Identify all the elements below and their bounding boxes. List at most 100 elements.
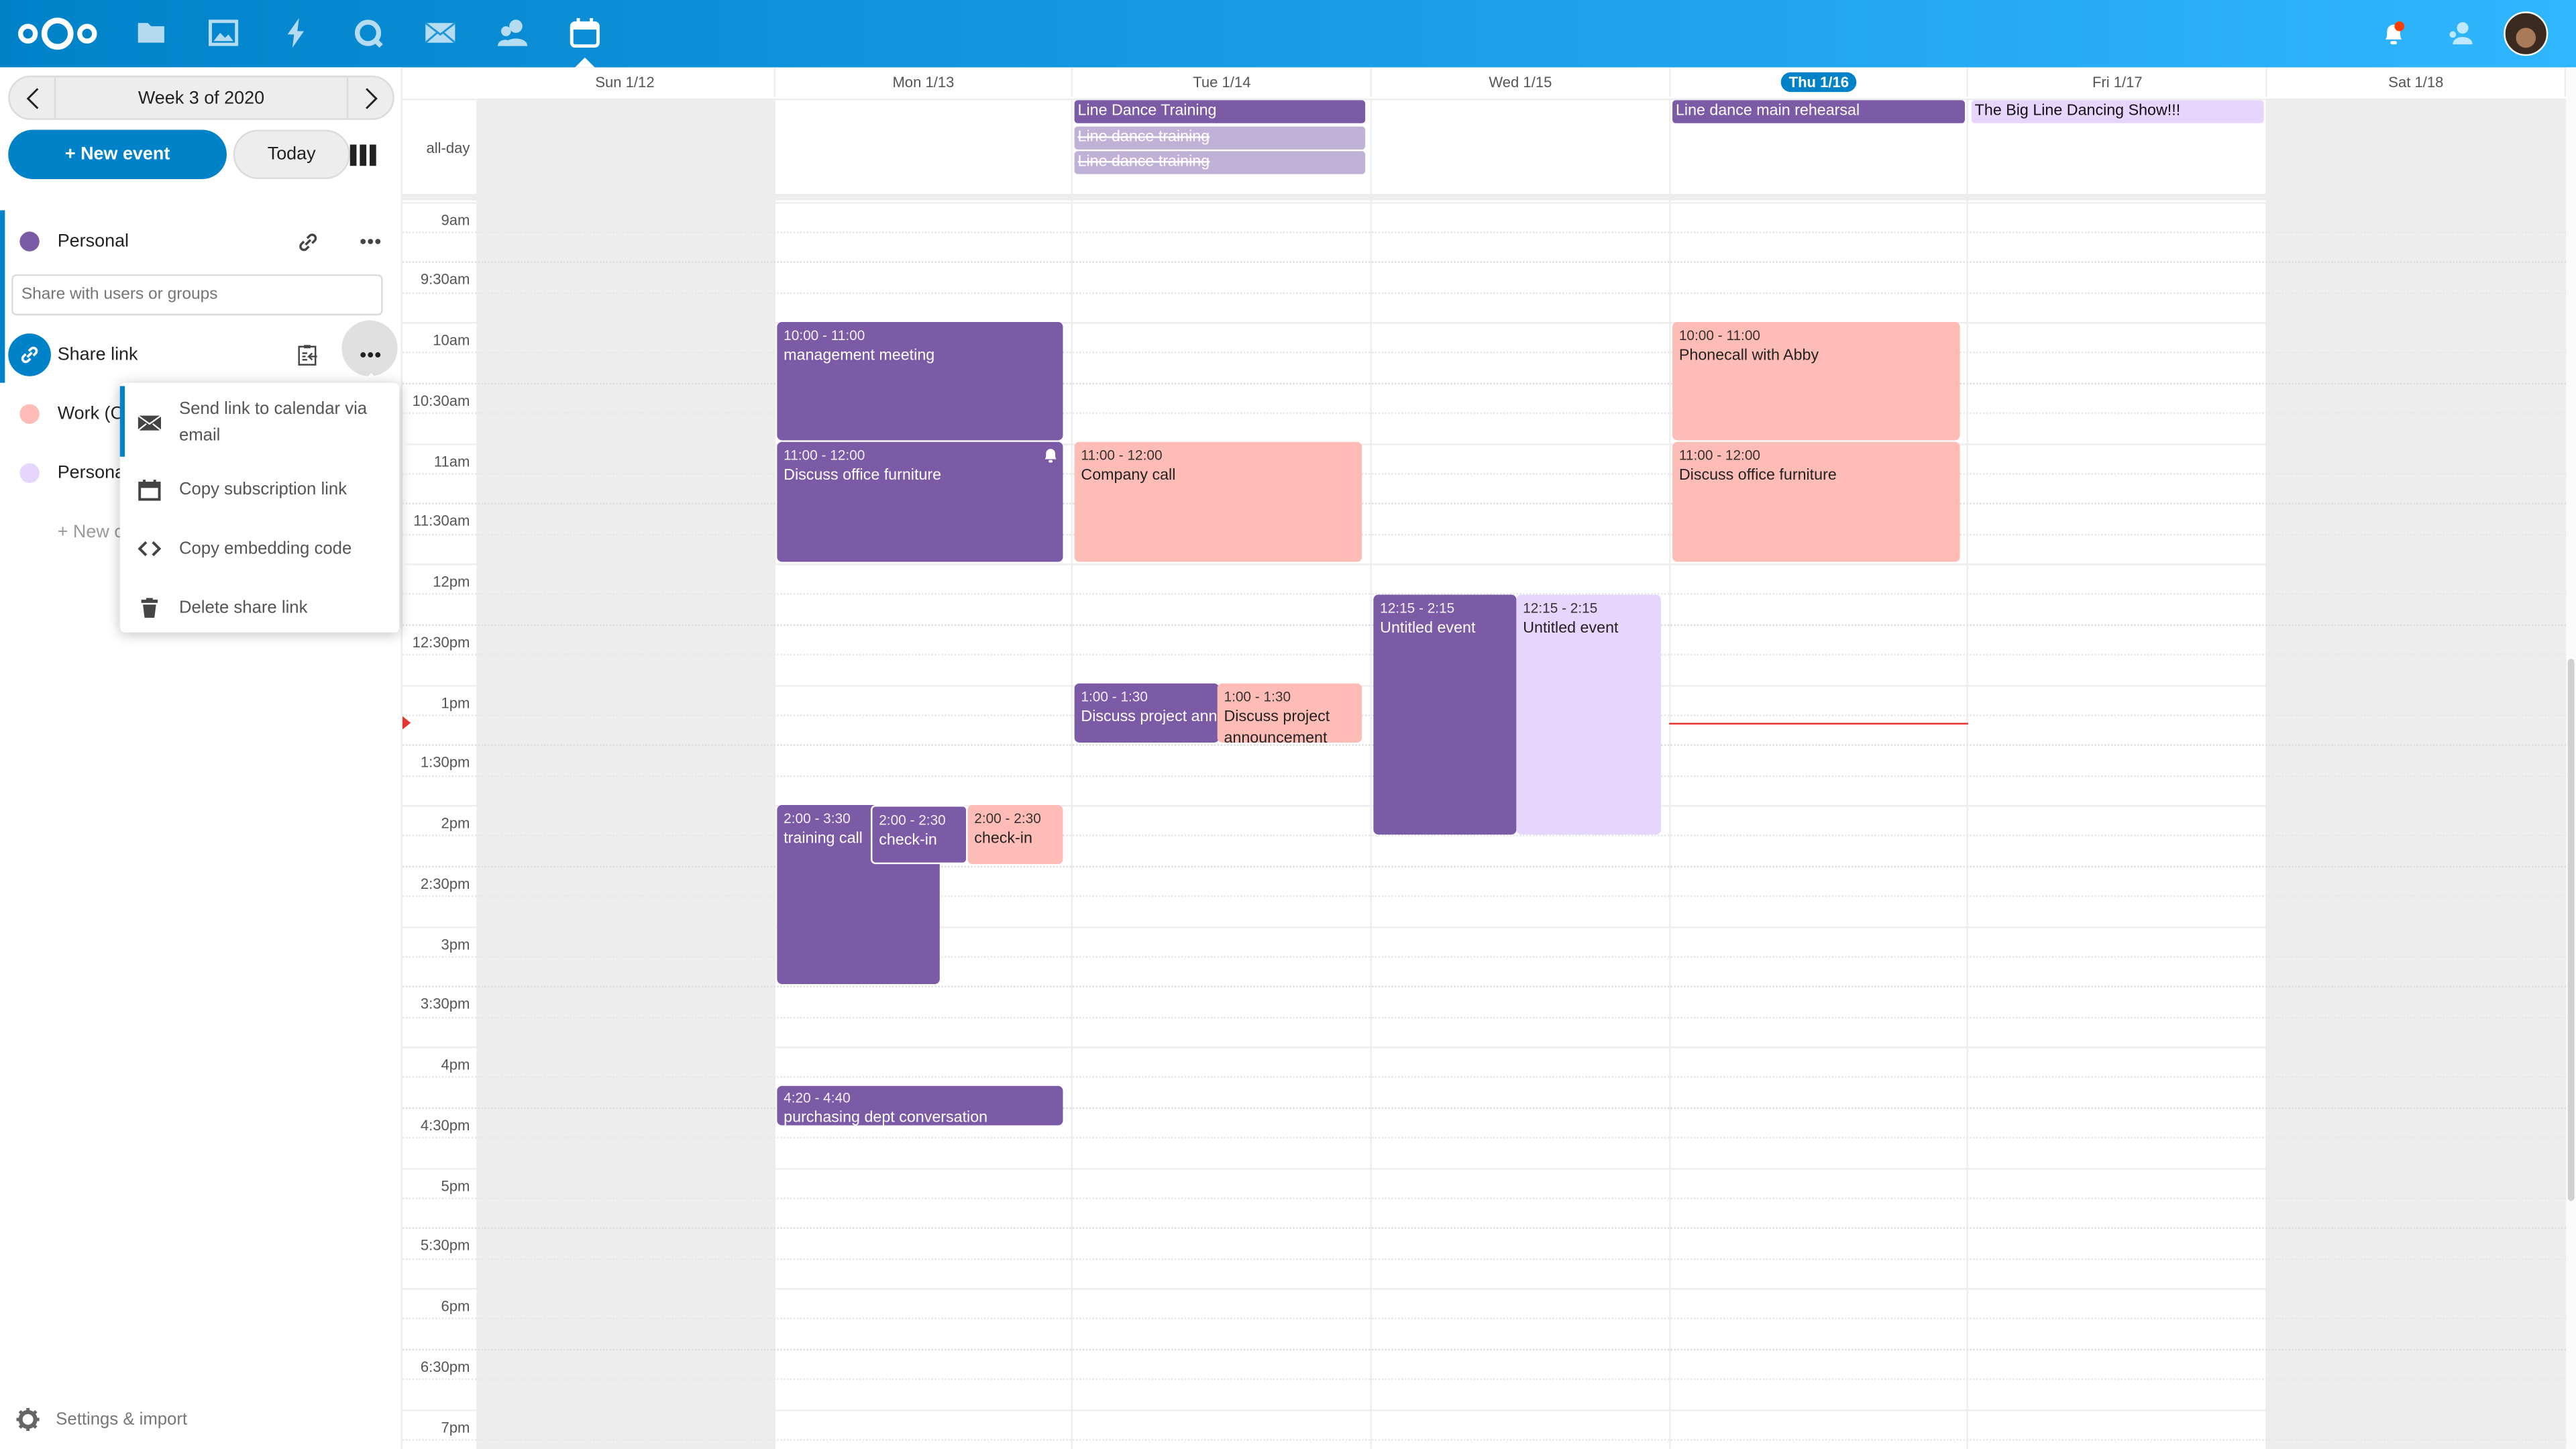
time-label: 11:30am — [413, 513, 470, 530]
event-title: purchasing dept conversation — [784, 1109, 988, 1126]
scrollbar-track[interactable] — [2566, 67, 2576, 1449]
time-label: 1:30pm — [420, 754, 470, 771]
day-header[interactable]: Wed 1/15 — [1372, 67, 1671, 97]
new-event-button[interactable]: + New event — [8, 129, 227, 179]
previous-week-button[interactable] — [10, 77, 54, 118]
event-time: 1:00 - 1:30 — [1081, 688, 1148, 705]
contacts-icon[interactable] — [496, 16, 529, 49]
quarter-line — [402, 956, 2567, 958]
event[interactable]: 4:20 - 4:40 purchasing dept conversation — [777, 1085, 1063, 1126]
calendar-item-personal[interactable]: Personal — [0, 220, 402, 263]
week-calendar: Sun 1/12 Mon 1/13 Tue 1/14 Wed 1/15 Thu 1/16… — [402, 67, 2567, 1449]
event[interactable]: 1:00 - 1:30 Discuss project announcement — [1217, 683, 1362, 743]
link-icon — [21, 346, 38, 364]
event-title: Phonecall with Abby — [1678, 346, 1819, 365]
event-title: Company call — [1081, 466, 1176, 485]
day-header-label: Wed 1/15 — [1489, 74, 1552, 91]
event[interactable]: 2:00 - 2:30 check-in — [967, 805, 1063, 865]
menu-item-delete-share-link[interactable]: Delete share link — [120, 592, 399, 625]
talk-icon[interactable] — [352, 16, 384, 49]
share-link-actions-button[interactable] — [341, 320, 398, 376]
event[interactable]: 11:00 - 12:00 Discuss office furniture — [1672, 441, 1960, 562]
day-header[interactable]: Tue 1/14 — [1073, 67, 1373, 97]
half-hour-line — [402, 1107, 2567, 1109]
menu-item-send-email[interactable]: Send link to calendar via email — [120, 389, 399, 455]
time-label: 12pm — [433, 573, 470, 590]
contacts-menu-icon[interactable] — [2447, 19, 2473, 46]
nextcloud-logo[interactable] — [16, 15, 98, 52]
day-header[interactable]: Thu 1/16 — [1670, 67, 1970, 97]
more-options-icon — [360, 352, 381, 358]
share-link-icon[interactable] — [297, 231, 319, 253]
scrollbar-thumb[interactable] — [2567, 659, 2575, 1201]
event[interactable]: 11:00 - 12:00 Company call — [1074, 441, 1362, 562]
copy-to-clipboard-icon[interactable] — [297, 343, 319, 366]
event[interactable]: 2:00 - 2:30 check-in — [870, 805, 968, 865]
today-button[interactable]: Today — [233, 129, 350, 179]
event[interactable]: 1:00 - 1:30 Discuss project announcement — [1074, 683, 1220, 743]
view-switcher-icon[interactable] — [350, 144, 376, 166]
current-time-line — [1669, 722, 1968, 725]
calendar-name: Persona — [57, 463, 125, 484]
allday-label: all-day — [426, 140, 470, 156]
next-week-button[interactable] — [348, 77, 392, 118]
quarter-line — [402, 1439, 2567, 1441]
event[interactable]: 11:00 - 12:00 Discuss office furniture — [777, 441, 1063, 562]
calendar-name: Personal — [57, 231, 129, 252]
allday-event-cancelled[interactable]: Line dance training — [1074, 151, 1366, 174]
event[interactable]: 12:15 - 2:15 Untitled event — [1373, 594, 1517, 835]
time-label: 6pm — [441, 1297, 470, 1315]
more-options-icon[interactable] — [360, 238, 381, 245]
new-calendar-button[interactable]: + New c — [0, 511, 402, 554]
day-header[interactable]: Fri 1/17 — [1969, 67, 2268, 97]
new-calendar-label: + New c — [57, 522, 123, 543]
calendar-item-personal-2[interactable]: Persona — [0, 451, 402, 494]
event-title: management meeting — [784, 346, 935, 365]
menu-item-label: Copy subscription link — [178, 480, 347, 500]
active-calendar-indicator — [0, 210, 5, 383]
allday-event[interactable]: The Big Line Dancing Show!!! — [1971, 100, 2264, 123]
event[interactable]: 10:00 - 11:00 Phonecall with Abby — [1672, 322, 1960, 441]
menu-item-copy-embed[interactable]: Copy embedding code — [120, 532, 399, 565]
week-label[interactable]: Week 3 of 2020 — [54, 77, 349, 119]
day-header-label: Tue 1/14 — [1193, 74, 1251, 91]
user-avatar[interactable] — [2504, 11, 2548, 56]
event-title: Discuss project announcement — [1224, 708, 1330, 743]
day-header[interactable]: Sat 1/18 — [2267, 67, 2567, 97]
event-time: 2:00 - 3:30 — [784, 810, 851, 826]
day-header[interactable]: Mon 1/13 — [775, 67, 1074, 97]
allday-event[interactable]: Line Dance Training — [1074, 100, 1366, 123]
quarter-line — [402, 1197, 2567, 1199]
photos-icon[interactable] — [207, 16, 240, 49]
half-hour-line — [402, 865, 2567, 867]
event-time: 2:00 - 2:30 — [974, 810, 1041, 826]
hour-line — [402, 1167, 2567, 1169]
day-header[interactable]: Sun 1/12 — [476, 67, 775, 97]
notifications-bell-icon[interactable] — [2381, 19, 2407, 46]
time-label: 9am — [441, 211, 470, 228]
calendar-item-work[interactable]: Work (C — [0, 392, 402, 435]
share-with-users-input[interactable] — [11, 274, 383, 316]
activity-icon[interactable] — [279, 16, 312, 49]
day-header-label: Fri 1/17 — [2092, 74, 2143, 91]
allday-event[interactable]: Line dance main rehearsal — [1672, 100, 1965, 123]
hour-line — [402, 1288, 2567, 1290]
menu-item-copy-subscription[interactable]: Copy subscription link — [120, 473, 399, 506]
code-icon — [138, 541, 162, 557]
half-hour-line — [402, 382, 2567, 384]
files-icon[interactable] — [135, 16, 168, 49]
quarter-line — [402, 1318, 2567, 1320]
calendar-icon[interactable] — [568, 16, 601, 49]
event[interactable]: 10:00 - 11:00 management meeting — [777, 322, 1063, 441]
event-title: Discuss office furniture — [784, 466, 942, 485]
mail-icon[interactable] — [424, 16, 457, 49]
current-time-marker — [402, 716, 411, 730]
settings-import-button[interactable]: Settings & import — [16, 1406, 187, 1432]
hour-line — [402, 564, 2567, 566]
allday-event-cancelled[interactable]: Line dance training — [1074, 126, 1366, 150]
time-label: 12:30pm — [412, 633, 470, 651]
sidebar: Week 3 of 2020 + New event Today Persona… — [0, 67, 403, 1449]
event[interactable]: 12:15 - 2:15 Untitled event — [1516, 594, 1661, 835]
menu-active-indicator — [119, 386, 125, 457]
time-label: 3pm — [441, 935, 470, 953]
